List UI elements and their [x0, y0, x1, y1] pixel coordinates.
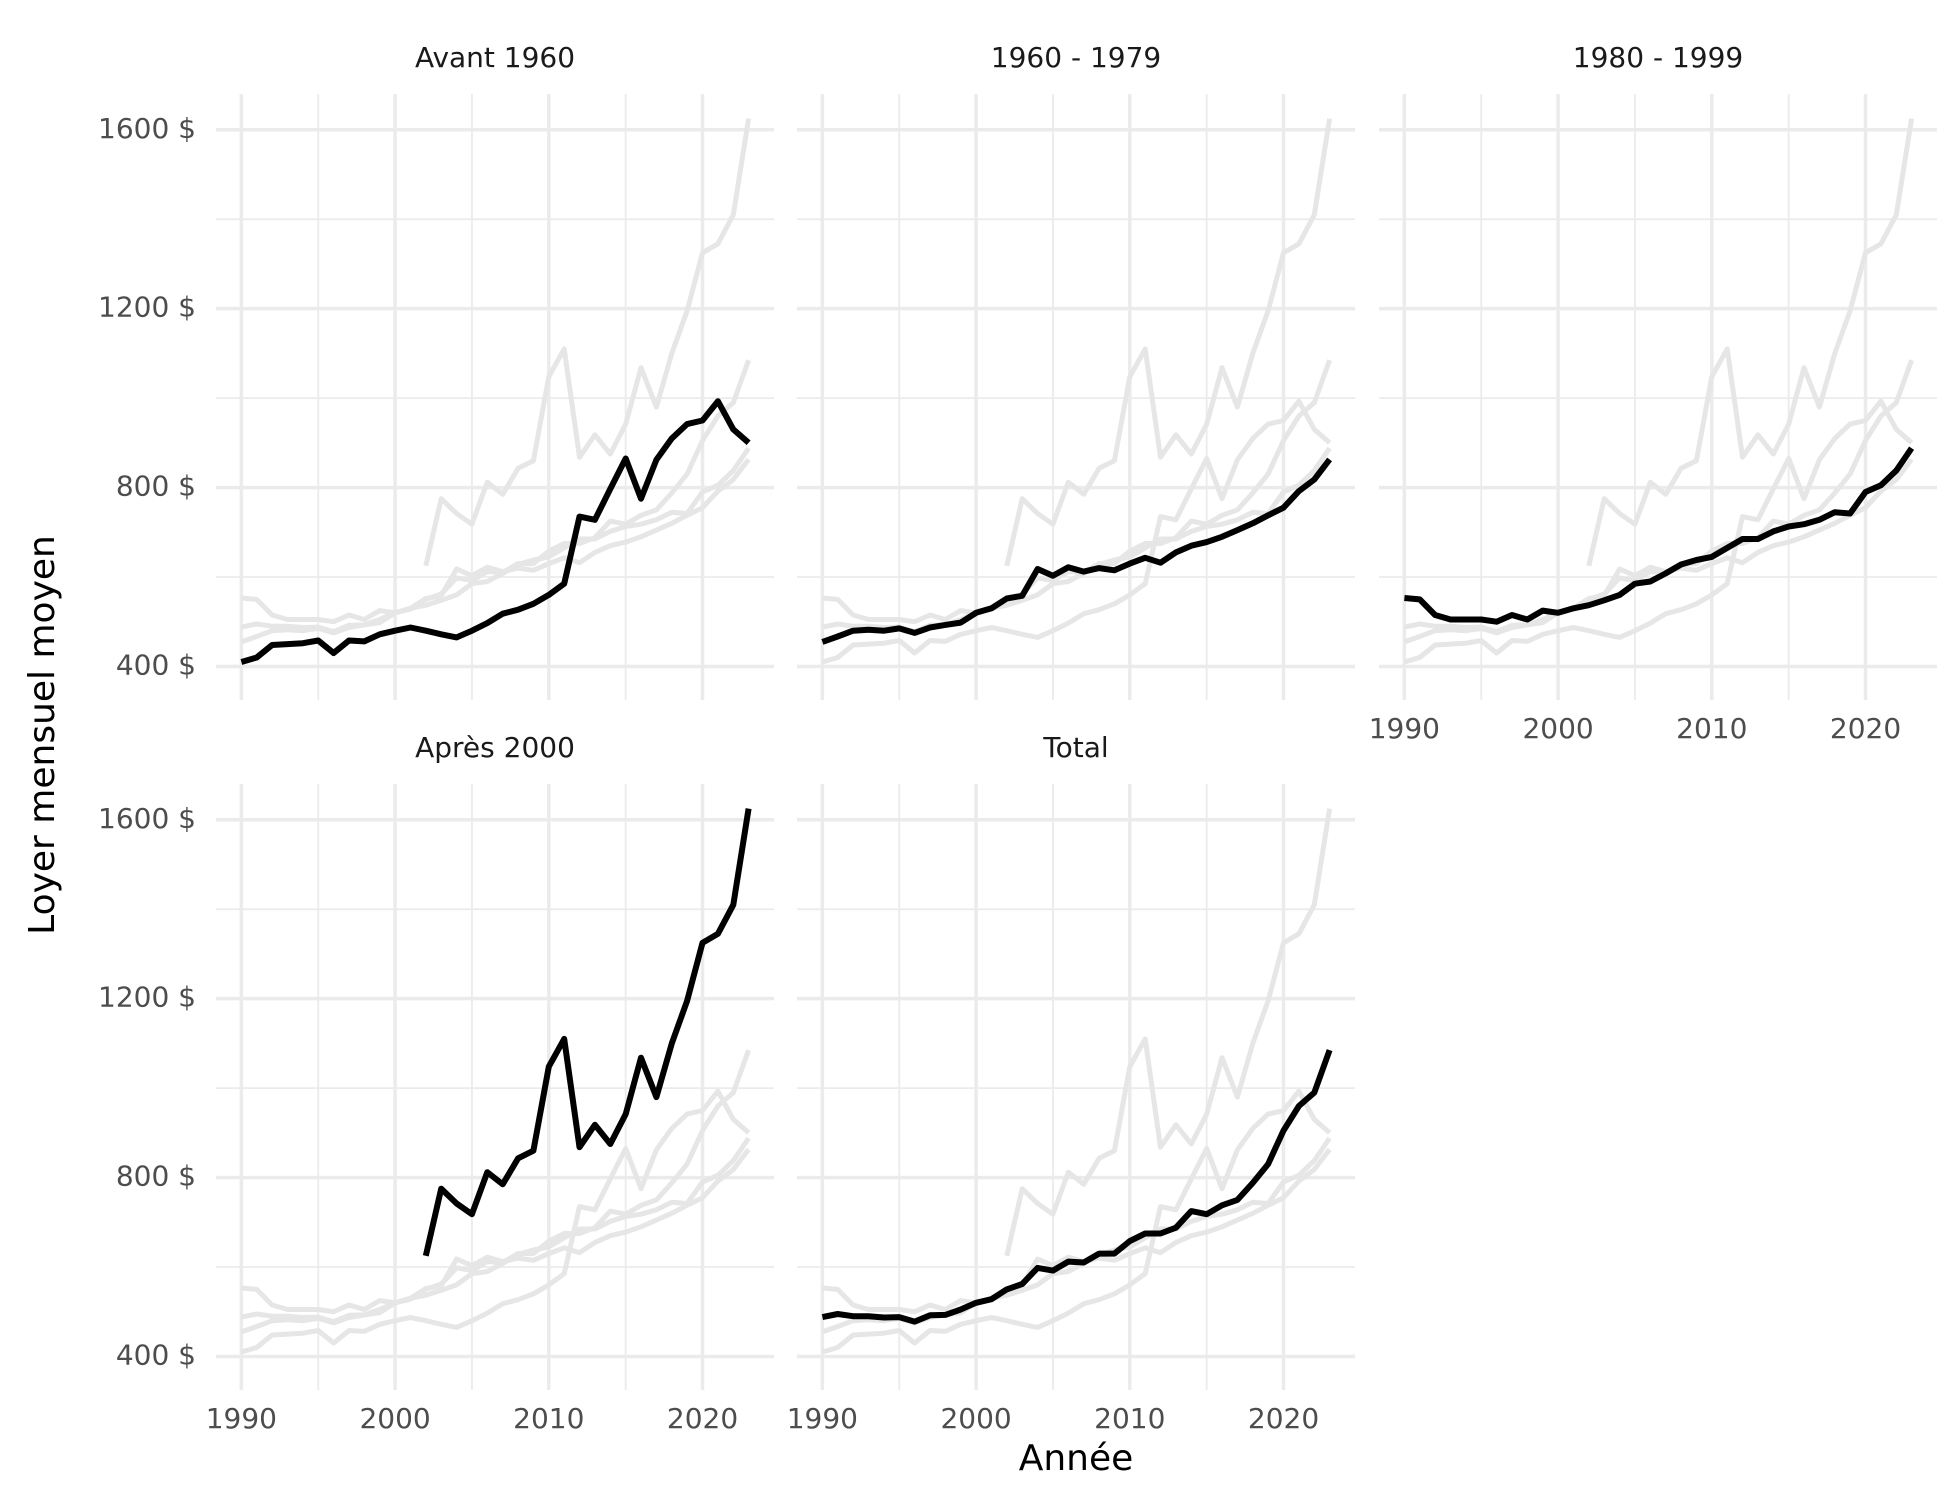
context-line [1004, 118, 1333, 567]
panel-title: Avant 1960 [415, 41, 575, 74]
context-line [822, 446, 1332, 625]
y-tick-label: 400 $ [116, 648, 196, 681]
context-line [240, 1049, 751, 1325]
y-tick-label: 800 $ [116, 470, 196, 503]
context-line [1403, 359, 1914, 635]
y-axis-label: Loyer mensuel moyen [22, 535, 63, 935]
y-tick-label: 800 $ [116, 1160, 196, 1193]
highlight-line [821, 1049, 1333, 1325]
x-tick-label: 2020 [667, 1402, 738, 1435]
panel: 1960 - 1979 [797, 41, 1355, 700]
panel: Total 1990 2000 2010 2020 [787, 731, 1355, 1435]
x-tick-label: 2020 [1248, 1402, 1319, 1435]
context-line [821, 1088, 1332, 1355]
panel-title: Total [1042, 731, 1108, 764]
context-line [240, 1088, 751, 1355]
x-tick-label: 1990 [1369, 712, 1440, 745]
context-line [1403, 398, 1914, 665]
y-tick-label: 400 $ [116, 1338, 196, 1371]
y-tick-label: 1600 $ [98, 802, 196, 835]
x-axis-label: Année [1019, 1438, 1134, 1479]
x-tick-label: 2010 [513, 1402, 584, 1435]
highlight-line [821, 457, 1332, 645]
panel: Avant 1960 400 $ 800 $ 1200 $ 1600 $ [98, 41, 774, 700]
x-tick-label: 1990 [787, 1402, 858, 1435]
context-line [1586, 118, 1915, 567]
highlight-line [422, 808, 752, 1257]
context-line [241, 1136, 751, 1315]
x-tick-label: 2010 [1676, 712, 1747, 745]
panel: Après 2000 400 $ 800 $ 1200 $ 1600 $ 1990 2000… [98, 731, 774, 1435]
x-tick-label: 2010 [1094, 1402, 1165, 1435]
highlight-line [1404, 446, 1915, 625]
x-tick-label: 2000 [940, 1402, 1011, 1435]
panel-title: Après 2000 [415, 731, 575, 764]
panel-title: 1980 - 1999 [1573, 41, 1743, 74]
x-tick-label: 2020 [1830, 712, 1901, 745]
context-line [822, 1136, 1332, 1315]
context-line [821, 398, 1332, 665]
panel-title: 1960 - 1979 [991, 41, 1161, 74]
panel: 1980 - 1999 1990 2000 2010 2020 [1369, 41, 1937, 745]
y-tick-label: 1600 $ [98, 112, 196, 145]
y-tick-label: 1200 $ [98, 291, 196, 324]
x-tick-label: 1990 [206, 1402, 277, 1435]
x-tick-label: 2000 [1522, 712, 1593, 745]
x-tick-label: 2000 [359, 1402, 430, 1435]
context-line [240, 359, 751, 635]
y-tick-label: 1200 $ [98, 981, 196, 1014]
context-line [241, 446, 751, 625]
context-line [423, 118, 752, 567]
highlight-line [240, 398, 751, 665]
context-line [1004, 808, 1333, 1257]
